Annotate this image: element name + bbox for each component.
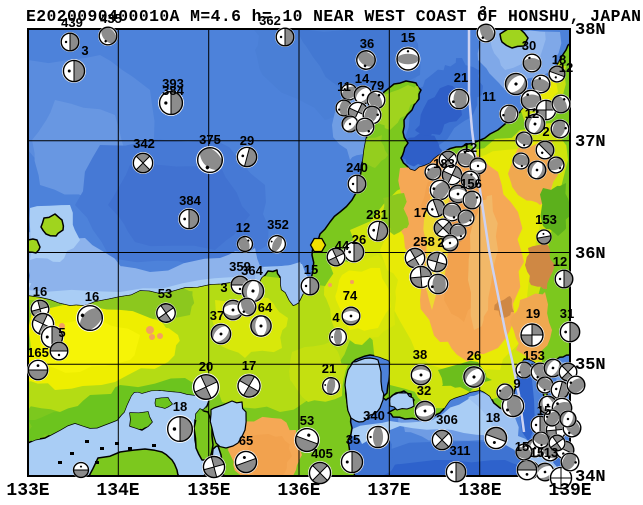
- svg-text:342: 342: [133, 136, 155, 151]
- svg-text:258: 258: [413, 234, 435, 249]
- svg-text:352: 352: [267, 217, 289, 232]
- svg-text:359: 359: [229, 259, 251, 274]
- svg-text:311: 311: [450, 443, 471, 458]
- svg-text:3: 3: [81, 43, 88, 58]
- svg-text:15: 15: [515, 439, 529, 454]
- svg-text:375: 375: [199, 132, 221, 147]
- svg-text:3: 3: [220, 280, 227, 295]
- svg-text:165: 165: [27, 345, 49, 360]
- svg-text:18: 18: [486, 410, 500, 425]
- svg-text:18: 18: [552, 52, 566, 67]
- svg-text:44: 44: [335, 238, 350, 253]
- svg-text:281: 281: [366, 207, 388, 222]
- svg-text:12: 12: [525, 106, 539, 121]
- svg-text:16: 16: [85, 289, 99, 304]
- svg-text:16: 16: [33, 284, 47, 299]
- svg-text:32: 32: [417, 383, 431, 398]
- svg-text:26: 26: [352, 232, 366, 247]
- svg-text:65: 65: [239, 433, 253, 448]
- svg-text:30: 30: [522, 38, 536, 53]
- svg-text:11: 11: [337, 79, 351, 94]
- svg-text:20: 20: [199, 359, 213, 374]
- svg-text:37: 37: [210, 308, 224, 323]
- svg-text:35: 35: [346, 432, 360, 447]
- svg-text:17: 17: [242, 358, 256, 373]
- svg-text:156: 156: [460, 176, 482, 191]
- svg-text:183: 183: [433, 156, 455, 171]
- svg-text:37N: 37N: [575, 133, 606, 152]
- svg-text:36N: 36N: [575, 245, 606, 264]
- svg-text:2: 2: [542, 124, 549, 139]
- svg-text:21: 21: [454, 70, 468, 85]
- svg-text:35N: 35N: [575, 356, 606, 375]
- svg-text:31: 31: [560, 306, 574, 321]
- svg-text:2: 2: [437, 235, 444, 250]
- svg-text:137E: 137E: [367, 481, 410, 501]
- svg-text:138E: 138E: [458, 481, 501, 501]
- svg-text:5: 5: [58, 325, 65, 340]
- svg-text:17: 17: [414, 205, 428, 220]
- svg-text:15: 15: [401, 30, 415, 45]
- svg-text:19: 19: [526, 306, 540, 321]
- svg-text:364: 364: [241, 263, 263, 278]
- svg-text:11: 11: [482, 89, 496, 104]
- svg-text:18: 18: [173, 399, 187, 414]
- svg-text:38N: 38N: [575, 21, 606, 40]
- svg-text:435: 435: [100, 11, 122, 26]
- svg-text:362: 362: [259, 13, 281, 28]
- svg-text:153: 153: [523, 348, 545, 363]
- svg-text:4: 4: [332, 310, 340, 325]
- svg-text:306: 306: [436, 412, 458, 427]
- svg-text:133E: 133E: [6, 481, 49, 501]
- svg-text:12: 12: [463, 140, 477, 155]
- svg-text:38: 38: [413, 347, 427, 362]
- svg-text:439: 439: [61, 15, 83, 30]
- svg-text:12: 12: [553, 254, 567, 269]
- svg-text:74: 74: [343, 288, 358, 303]
- svg-text:153: 153: [535, 212, 557, 227]
- svg-text:64: 64: [258, 300, 273, 315]
- svg-text:26: 26: [467, 348, 481, 363]
- svg-text:13: 13: [544, 445, 558, 460]
- svg-text:405: 405: [311, 446, 333, 461]
- svg-text:53: 53: [158, 286, 172, 301]
- svg-text:393: 393: [162, 76, 184, 91]
- svg-text:134E: 134E: [96, 481, 139, 501]
- svg-text:12: 12: [559, 60, 573, 75]
- svg-text:9: 9: [513, 376, 520, 391]
- svg-text:36: 36: [360, 36, 374, 51]
- svg-text:340: 340: [363, 408, 385, 423]
- svg-text:384: 384: [162, 83, 184, 98]
- svg-text:384: 384: [179, 193, 201, 208]
- svg-text:139E: 139E: [548, 481, 591, 501]
- svg-text:79: 79: [370, 78, 384, 93]
- svg-text:136E: 136E: [277, 481, 320, 501]
- svg-text:29: 29: [240, 133, 254, 148]
- svg-text:3: 3: [479, 3, 486, 18]
- svg-text:15: 15: [304, 262, 318, 277]
- svg-text:12: 12: [236, 220, 250, 235]
- svg-text:135E: 135E: [187, 481, 230, 501]
- svg-text:21: 21: [322, 361, 336, 376]
- svg-text:E2020090400010A M=4.6 h= 10: E2020090400010A M=4.6 h= 10 NEAR WEST CO…: [26, 7, 641, 26]
- svg-text:240: 240: [346, 160, 368, 175]
- svg-text:34N: 34N: [575, 468, 606, 487]
- svg-text:14: 14: [355, 71, 370, 86]
- svg-text:15: 15: [530, 445, 544, 460]
- svg-text:53: 53: [300, 413, 314, 428]
- svg-text:15: 15: [537, 403, 551, 418]
